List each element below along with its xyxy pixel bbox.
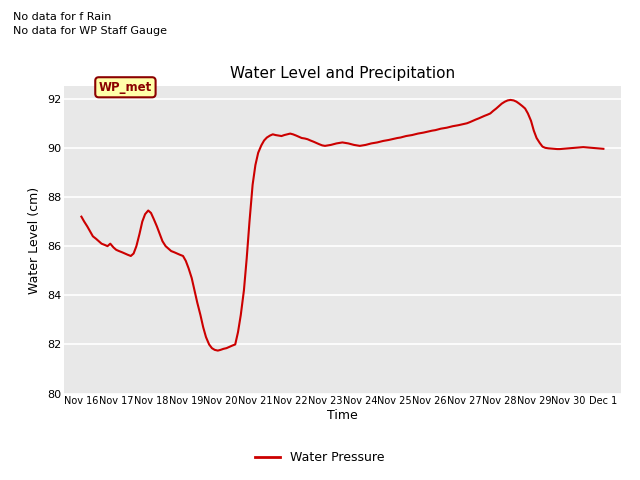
Text: No data for f Rain: No data for f Rain (13, 12, 111, 22)
Legend: Water Pressure: Water Pressure (250, 446, 390, 469)
Text: No data for WP Staff Gauge: No data for WP Staff Gauge (13, 26, 167, 36)
Text: WP_met: WP_met (99, 81, 152, 94)
X-axis label: Time: Time (327, 409, 358, 422)
Title: Water Level and Precipitation: Water Level and Precipitation (230, 66, 455, 81)
Y-axis label: Water Level (cm): Water Level (cm) (28, 186, 42, 294)
